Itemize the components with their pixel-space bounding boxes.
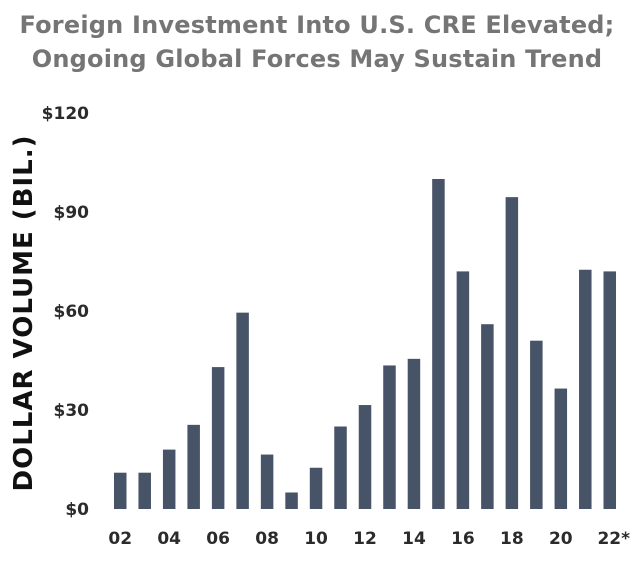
bar-12 bbox=[358, 405, 372, 509]
bar-03 bbox=[138, 472, 151, 509]
bar-16 bbox=[456, 271, 470, 509]
bar-10 bbox=[309, 467, 323, 509]
x-tick-label: 16 bbox=[451, 529, 475, 549]
x-tick-label: 18 bbox=[500, 529, 524, 549]
bar-05 bbox=[187, 424, 200, 509]
bar-14 bbox=[407, 358, 421, 509]
bar-15 bbox=[432, 179, 445, 509]
y-axis-label: DOLLAR VOLUME (BIL.) bbox=[9, 135, 39, 492]
x-tick-label: 08 bbox=[255, 529, 279, 549]
x-axis-ticks: 02 04 06 08 10 12 14 16 18 20 22* bbox=[108, 529, 630, 549]
chart-title: Foreign Investment Into U.S. CRE Elevate… bbox=[0, 8, 634, 76]
x-tick-label: 20 bbox=[549, 529, 573, 549]
bar-22 bbox=[603, 271, 617, 509]
bar-02 bbox=[113, 472, 127, 509]
bar-11 bbox=[334, 426, 347, 509]
bar-09 bbox=[285, 492, 298, 509]
x-tick-label: 12 bbox=[353, 529, 377, 549]
x-tick-label: 04 bbox=[157, 529, 181, 549]
y-axis-ticks: $0 $30 $60 $90 $120 bbox=[42, 104, 89, 520]
y-tick-label: $60 bbox=[54, 302, 90, 322]
chart-title-line-2: Ongoing Global Forces May Sustain Trend bbox=[31, 45, 603, 73]
y-tick-label: $0 bbox=[65, 500, 89, 520]
bar-20 bbox=[554, 388, 568, 509]
x-tick-label: 22* bbox=[597, 529, 630, 549]
x-tick-label: 02 bbox=[108, 529, 132, 549]
y-tick-label: $120 bbox=[42, 104, 89, 124]
bar-04 bbox=[162, 449, 176, 509]
x-tick-label: 06 bbox=[206, 529, 230, 549]
bar-06 bbox=[211, 367, 225, 509]
bar-18 bbox=[505, 197, 519, 509]
bars bbox=[113, 179, 617, 509]
y-tick-label: $90 bbox=[54, 203, 90, 223]
chart-title-line-1: Foreign Investment Into U.S. CRE Elevate… bbox=[19, 11, 615, 39]
x-tick-label: 10 bbox=[304, 529, 328, 549]
bar-07 bbox=[236, 312, 249, 509]
x-tick-label: 14 bbox=[402, 529, 426, 549]
bar-21 bbox=[579, 269, 592, 509]
bar-08 bbox=[260, 454, 274, 509]
y-tick-label: $30 bbox=[54, 401, 90, 421]
bar-19 bbox=[530, 340, 543, 509]
bar-13 bbox=[383, 365, 396, 509]
bar-17 bbox=[481, 324, 494, 509]
